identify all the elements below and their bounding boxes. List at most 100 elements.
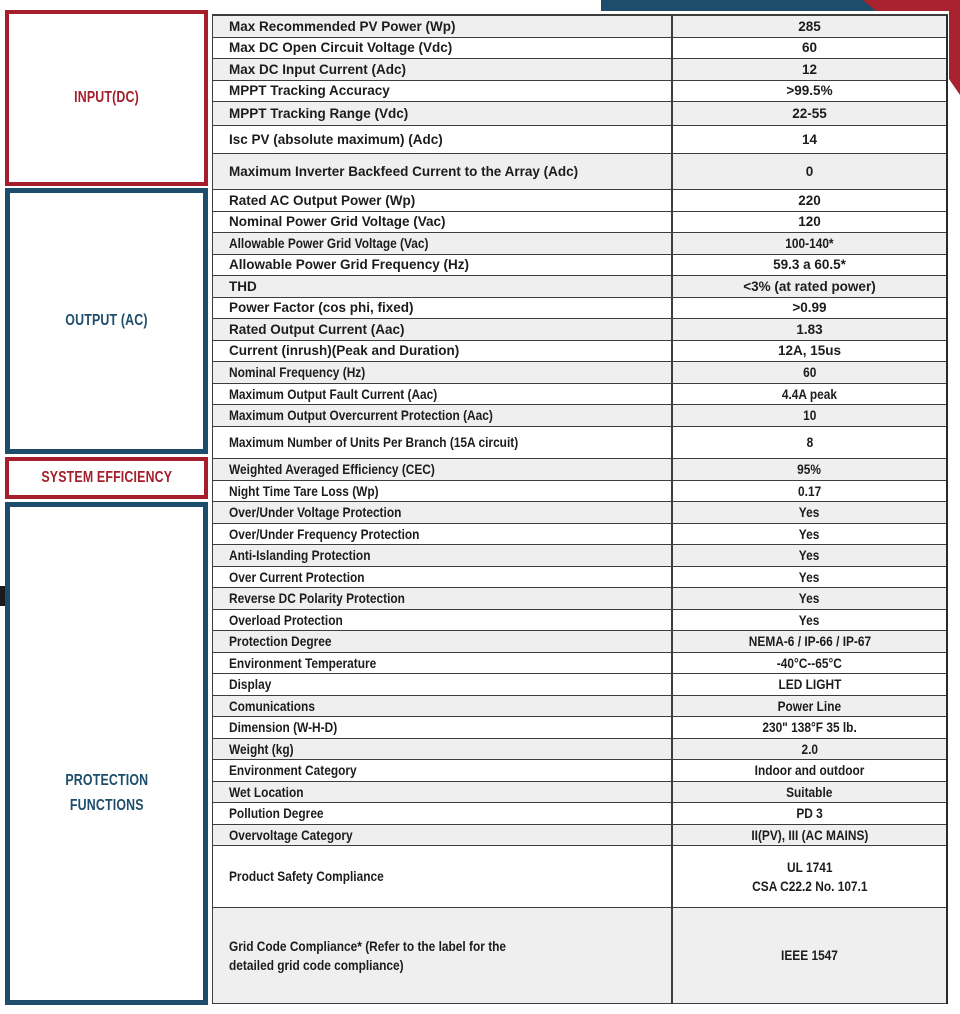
spec-name-text: Max Recommended PV Power (Wp) — [229, 18, 456, 34]
spec-name-cell: Maximum Output Overcurrent Protection (A… — [213, 405, 671, 426]
spec-row: Nominal Power Grid Voltage (Vac) 120 — [213, 212, 946, 233]
spec-value-text: >0.99 — [792, 300, 827, 316]
spec-row: Over/Under Frequency Protection Yes — [213, 524, 946, 545]
spec-value-cell: Indoor and outdoor — [671, 760, 946, 781]
spec-value-cell: 10 — [671, 405, 946, 426]
spec-name-text: Maximum Inverter Backfeed Current to the… — [229, 163, 579, 179]
spec-name-cell: THD — [213, 276, 671, 297]
section-box-input-dc: INPUT(DC) — [5, 10, 208, 186]
spec-name-text: Display — [229, 676, 272, 693]
spec-name-text: Max DC Open Circuit Voltage (Vdc) — [229, 40, 453, 56]
spec-name-text: Protection Degree — [229, 633, 332, 650]
spec-name-text: Maximum Output Overcurrent Protection (A… — [229, 407, 493, 424]
spec-name-cell: Nominal Power Grid Voltage (Vac) — [213, 212, 671, 232]
spec-name-text: Environment Category — [229, 762, 357, 779]
spec-value-text: UL 1741 — [786, 859, 833, 876]
spec-name-cell: Pollution Degree — [213, 803, 671, 824]
spec-value-text: 12 — [801, 61, 818, 77]
spec-value-cell: 22-55 — [671, 102, 946, 125]
spec-row: Environment Temperature -40°C--65°C — [213, 653, 946, 674]
spec-value-cell: <3% (at rated power) — [671, 276, 946, 297]
spec-value-cell: Yes — [671, 610, 946, 630]
spec-name-text: Maximum Output Fault Current (Aac) — [229, 385, 438, 402]
spec-name-cell: Weight (kg) — [213, 739, 671, 759]
spec-value-cell: 100-140* — [671, 233, 946, 254]
spec-value-text: Yes — [799, 590, 820, 607]
spec-row: Max Recommended PV Power (Wp) 285 — [213, 16, 946, 38]
spec-value-text: 10 — [802, 407, 817, 424]
spec-row: Max DC Input Current (Adc) 12 — [213, 59, 946, 81]
spec-value-text: Yes — [799, 568, 820, 585]
spec-row: Current (inrush)(Peak and Duration) 12A, … — [213, 341, 946, 362]
spec-value-cell: 120 — [671, 212, 946, 232]
spec-name-text: Rated AC Output Power (Wp) — [229, 192, 416, 208]
spec-name-text: Weight (kg) — [229, 740, 294, 757]
spec-name-cell: Display — [213, 674, 671, 695]
spec-value-text: Power Line — [777, 697, 842, 714]
spec-value-text: 12A, 15us — [777, 343, 842, 359]
spec-value-text: 0.17 — [797, 482, 822, 499]
spec-value-text: 2.0 — [801, 740, 818, 757]
spec-row: Rated Output Current (Aac) 1.83 — [213, 319, 946, 341]
spec-name-text: Power Factor (cos phi, fixed) — [229, 300, 414, 316]
spec-name-text: Product Safety Compliance — [229, 868, 384, 885]
spec-value-text: 220 — [798, 192, 821, 208]
spec-value-text: NEMA-6 / IP-66 / IP-67 — [748, 633, 871, 650]
spec-value-text: IEEE 1547 — [781, 947, 838, 964]
spec-row: Weight (kg) 2.0 — [213, 739, 946, 760]
spec-name-text: Over/Under Frequency Protection — [229, 525, 420, 542]
spec-name-text: Nominal Frequency (Hz) — [229, 364, 366, 381]
spec-value-cell: LED LIGHT — [671, 674, 946, 695]
spec-row: Anti-Islanding Protection Yes — [213, 545, 946, 567]
spec-name-cell: Maximum Number of Units Per Branch (15A … — [213, 427, 671, 458]
spec-value-cell: Power Line — [671, 696, 946, 716]
spec-value-cell: 12 — [671, 59, 946, 80]
section-label-protection-functions: PROTECTION FUNCTIONS — [65, 772, 148, 814]
spec-name-cell: Over/Under Voltage Protection — [213, 502, 671, 523]
spec-name-cell: Overload Protection — [213, 610, 671, 630]
spec-name-text: Reverse DC Polarity Protection — [229, 590, 405, 607]
spec-value-cell: NEMA-6 / IP-66 / IP-67 — [671, 631, 946, 652]
spec-value-cell: 1.83 — [671, 319, 946, 340]
spec-row: Rated AC Output Power (Wp) 220 — [213, 190, 946, 212]
spec-value-cell: UL 1741 CSA C22.2 No. 107.1 — [671, 846, 946, 907]
spec-value-text: 8 — [806, 434, 813, 451]
spec-name-cell: Grid Code Compliance* (Refer to the labe… — [213, 908, 671, 1003]
spec-value-cell: Yes — [671, 524, 946, 544]
spec-name-text: Isc PV (absolute maximum) (Adc) — [229, 131, 443, 147]
spec-name-text: Environment Temperature — [229, 654, 377, 671]
spec-name-text: Weighted Averaged Efficiency (CEC) — [229, 461, 435, 478]
spec-name-cell: Anti-Islanding Protection — [213, 545, 671, 566]
spec-value-text: LED LIGHT — [778, 676, 841, 693]
spec-name-text: Over Current Protection — [229, 568, 365, 585]
spec-value-cell: 60 — [671, 38, 946, 58]
spec-name-cell: Max DC Input Current (Adc) — [213, 59, 671, 80]
spec-value-text: PD 3 — [796, 805, 823, 822]
spec-name-cell: Weighted Averaged Efficiency (CEC) — [213, 459, 671, 480]
spec-row: Weighted Averaged Efficiency (CEC) 95% — [213, 459, 946, 481]
spec-value-cell: 0.17 — [671, 481, 946, 501]
spec-name-text: MPPT Tracking Accuracy — [229, 83, 390, 99]
spec-row: Isc PV (absolute maximum) (Adc) 14 — [213, 126, 946, 154]
spec-value-text: 60 — [802, 364, 817, 381]
top-accent-bar — [601, 0, 948, 11]
spec-name-cell: Environment Category — [213, 760, 671, 781]
spec-row: Environment Category Indoor and outdoor — [213, 760, 946, 782]
spec-value-cell: 12A, 15us — [671, 341, 946, 361]
spec-row: MPPT Tracking Range (Vdc) 22-55 — [213, 102, 946, 126]
spec-name-text: MPPT Tracking Range (Vdc) — [229, 105, 409, 121]
spec-value-cell: Yes — [671, 502, 946, 523]
spec-name-cell: Nominal Frequency (Hz) — [213, 362, 671, 383]
spec-value-text: Yes — [799, 611, 820, 628]
spec-value-cell: 95% — [671, 459, 946, 480]
spec-name-cell: Reverse DC Polarity Protection — [213, 588, 671, 609]
spec-name-cell: Maximum Output Fault Current (Aac) — [213, 384, 671, 404]
spec-name-cell: Protection Degree — [213, 631, 671, 652]
spec-name-cell: Environment Temperature — [213, 653, 671, 673]
spec-row: Allowable Power Grid Voltage (Vac) 100-14… — [213, 233, 946, 255]
spec-value-cell: 4.4A peak — [671, 384, 946, 404]
spec-value-text: Suitable — [786, 783, 833, 800]
spec-value-text: 59.3 a 60.5* — [773, 257, 846, 273]
spec-value-cell: Yes — [671, 567, 946, 587]
